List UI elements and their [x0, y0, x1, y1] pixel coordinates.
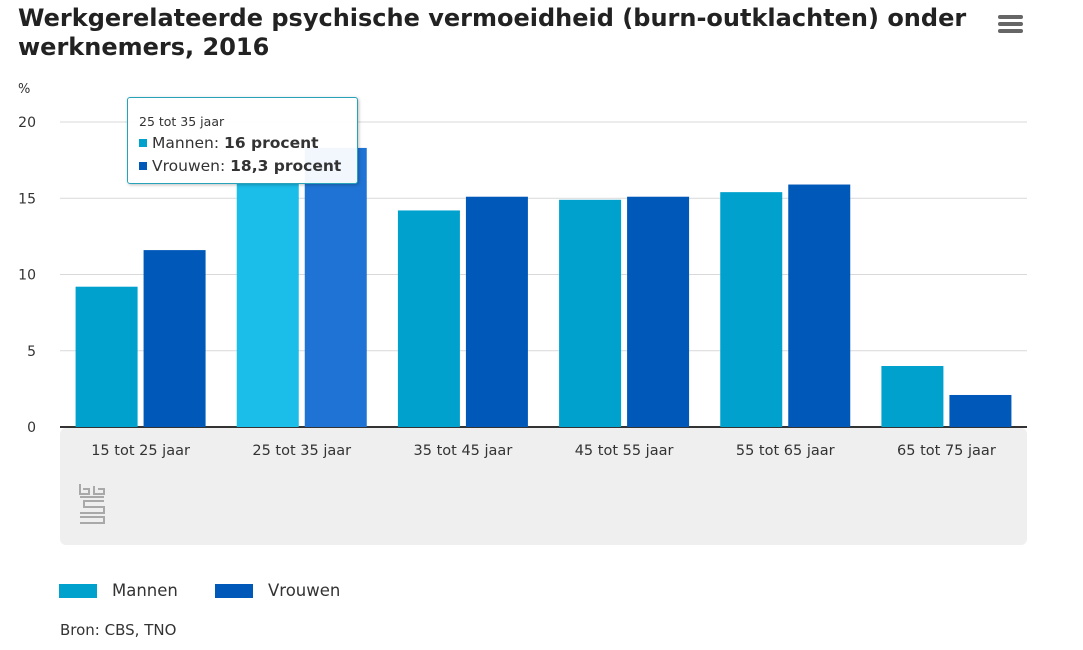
bar-chart: % 0 5 10 15 20 15 tot 25 jaar 25 tot 35 jaar 3… [18, 82, 1027, 545]
tooltip-swatch-mannen [139, 139, 147, 147]
bar-mannen[interactable] [75, 286, 138, 427]
bar-vrouwen[interactable] [304, 147, 367, 428]
tooltip-row-vrouwen: Vrouwen: 18,3 procent [139, 155, 347, 178]
plot-background [60, 428, 1027, 545]
tooltip-category: 25 tot 35 jaar [139, 114, 225, 129]
y-tick-label: 10 [18, 268, 36, 284]
tooltip-value: 16 procent [224, 134, 319, 152]
x-tick-label: 25 tot 35 jaar [252, 443, 351, 459]
bar-vrouwen[interactable] [949, 394, 1012, 427]
tooltip-label: Mannen [152, 134, 214, 152]
y-axis-unit-label: % [18, 82, 30, 97]
tooltip-label: Vrouwen [152, 157, 220, 175]
tooltip-value: 18,3 procent [230, 157, 342, 175]
chart-title: Werkgerelateerde psychische vermoeidheid… [18, 4, 967, 61]
bar-vrouwen[interactable] [143, 250, 206, 427]
x-tick-label: 65 tot 75 jaar [897, 443, 996, 459]
legend-swatch-mannen [59, 584, 97, 598]
legend-item-mannen[interactable]: Mannen [59, 581, 189, 601]
cbs-logo-icon [79, 484, 105, 524]
y-tick-label: 5 [27, 344, 36, 360]
y-tick-label: 15 [18, 191, 36, 207]
y-tick-label: 0 [27, 420, 36, 436]
tooltip-swatch-vrouwen [139, 162, 147, 170]
tooltip: 25 tot 35 jaar Mannen: 16 procent Vrouwe… [127, 97, 358, 184]
bar-mannen[interactable] [397, 210, 460, 427]
bar-vrouwen[interactable] [788, 184, 851, 427]
y-tick-label: 20 [18, 115, 36, 131]
x-tick-label: 45 tot 55 jaar [575, 443, 674, 459]
bar-mannen[interactable] [720, 192, 783, 427]
legend-item-vrouwen[interactable]: Vrouwen [215, 581, 355, 601]
bar-vrouwen[interactable] [465, 196, 528, 427]
legend-label: Vrouwen [268, 581, 341, 600]
legend-label: Mannen [112, 581, 178, 600]
x-tick-label: 15 tot 25 jaar [91, 443, 190, 459]
source-note: Bron: CBS, TNO [60, 621, 177, 639]
legend-swatch-vrouwen [215, 584, 253, 598]
bar-mannen[interactable] [881, 366, 944, 427]
x-tick-label: 35 tot 45 jaar [414, 443, 513, 459]
bar-vrouwen[interactable] [627, 196, 690, 427]
hamburger-menu-icon[interactable] [994, 10, 1028, 38]
tooltip-row-mannen: Mannen: 16 procent [139, 132, 347, 155]
x-tick-label: 55 tot 65 jaar [736, 443, 835, 459]
bar-mannen[interactable] [236, 183, 299, 427]
bar-mannen[interactable] [559, 199, 622, 427]
